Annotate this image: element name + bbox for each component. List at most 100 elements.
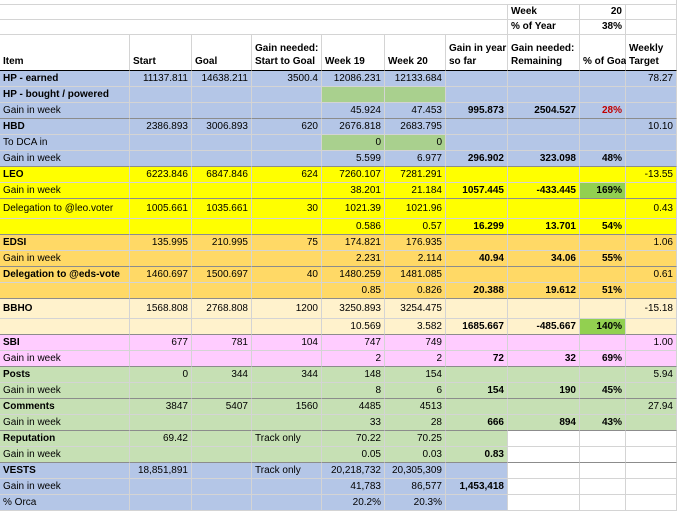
row-20-w20[interactable]: 4513	[385, 399, 446, 415]
row-12-gain-needed[interactable]: 40	[252, 267, 322, 283]
row-4-gain-needed[interactable]	[252, 135, 322, 151]
row-21-goal[interactable]	[192, 415, 252, 431]
row-label-23[interactable]: Gain in week	[0, 447, 130, 463]
row-22-w20[interactable]: 70.25	[385, 431, 446, 447]
row-5-remaining[interactable]: 323.098	[508, 151, 580, 167]
row-5-goal[interactable]	[192, 151, 252, 167]
row-22-remaining[interactable]	[508, 431, 580, 447]
row-23-pct[interactable]	[580, 447, 626, 463]
row-10-w20[interactable]: 176.935	[385, 235, 446, 251]
header-weekly-target[interactable]: Weekly Target	[626, 35, 677, 71]
row-26-gain-needed[interactable]	[252, 495, 322, 511]
row-22-weekly[interactable]	[626, 431, 677, 447]
row-15-w20[interactable]: 3.582	[385, 319, 446, 335]
row-17-gain-year[interactable]: 72	[446, 351, 508, 367]
header-gain-remaining[interactable]: Gain needed: Remaining	[508, 35, 580, 71]
row-11-gain-year[interactable]: 40.94	[446, 251, 508, 267]
row-19-weekly[interactable]	[626, 383, 677, 399]
header-week20[interactable]: Week 20	[385, 35, 446, 71]
row-6-start[interactable]: 6223.846	[130, 167, 192, 183]
row-10-gain-year[interactable]	[446, 235, 508, 251]
row-label-12[interactable]: Delegation to @eds-vote	[0, 267, 130, 283]
row-12-w19[interactable]: 1480.259	[322, 267, 385, 283]
row-26-remaining[interactable]	[508, 495, 580, 511]
row-7-remaining[interactable]: -433.445	[508, 183, 580, 199]
row-10-remaining[interactable]	[508, 235, 580, 251]
row-20-gain-needed[interactable]: 1560	[252, 399, 322, 415]
row-14-goal[interactable]: 2768.808	[192, 299, 252, 319]
row-18-start[interactable]: 0	[130, 367, 192, 383]
row-15-remaining[interactable]: -485.667	[508, 319, 580, 335]
row-label-22[interactable]: Reputation	[0, 431, 130, 447]
row-13-pct[interactable]: 51%	[580, 283, 626, 299]
row-24-goal[interactable]	[192, 463, 252, 479]
row-11-goal[interactable]	[192, 251, 252, 267]
row-2-remaining[interactable]: 2504.527	[508, 103, 580, 119]
row-15-gain-needed[interactable]	[252, 319, 322, 335]
row-1-start[interactable]	[130, 87, 192, 103]
row-17-start[interactable]	[130, 351, 192, 367]
row-25-start[interactable]	[130, 479, 192, 495]
row-7-pct[interactable]: 169%	[580, 183, 626, 199]
row-10-goal[interactable]: 210.995	[192, 235, 252, 251]
row-11-gain-needed[interactable]	[252, 251, 322, 267]
row-16-goal[interactable]: 781	[192, 335, 252, 351]
row-7-gain-needed[interactable]	[252, 183, 322, 199]
row-13-start[interactable]	[130, 283, 192, 299]
row-25-gain-needed[interactable]	[252, 479, 322, 495]
week-label[interactable]: Week	[508, 5, 580, 20]
row-21-w19[interactable]: 33	[322, 415, 385, 431]
header-item[interactable]: Item	[0, 35, 130, 71]
row-14-gain-needed[interactable]: 1200	[252, 299, 322, 319]
row-18-gain-year[interactable]	[446, 367, 508, 383]
row-13-goal[interactable]	[192, 283, 252, 299]
header-start[interactable]: Start	[130, 35, 192, 71]
row-20-pct[interactable]	[580, 399, 626, 415]
row-17-pct[interactable]: 69%	[580, 351, 626, 367]
row-6-gain-year[interactable]	[446, 167, 508, 183]
row-1-pct[interactable]	[580, 87, 626, 103]
row-0-gain-needed[interactable]: 3500.4	[252, 71, 322, 87]
row-17-remaining[interactable]: 32	[508, 351, 580, 367]
row-13-w19[interactable]: 0.85	[322, 283, 385, 299]
row-label-10[interactable]: EDSI	[0, 235, 130, 251]
header-gain-year[interactable]: Gain in year so far	[446, 35, 508, 71]
row-15-start[interactable]	[130, 319, 192, 335]
row-label-17[interactable]: Gain in week	[0, 351, 130, 367]
row-10-w19[interactable]: 174.821	[322, 235, 385, 251]
row-3-weekly[interactable]: 10.10	[626, 119, 677, 135]
row-14-w19[interactable]: 3250.893	[322, 299, 385, 319]
row-7-w20[interactable]: 21.184	[385, 183, 446, 199]
row-3-goal[interactable]: 3006.893	[192, 119, 252, 135]
row-23-w20[interactable]: 0.03	[385, 447, 446, 463]
row-12-pct[interactable]	[580, 267, 626, 283]
row-16-gain-year[interactable]	[446, 335, 508, 351]
row-label-25[interactable]: Gain in week	[0, 479, 130, 495]
row-16-weekly[interactable]: 1.00	[626, 335, 677, 351]
row-1-w20[interactable]	[385, 87, 446, 103]
row-19-pct[interactable]: 45%	[580, 383, 626, 399]
row-24-weekly[interactable]	[626, 463, 677, 479]
row-25-gain-year[interactable]: 1,453,418	[446, 479, 508, 495]
row-label-0[interactable]: HP - earned	[0, 71, 130, 87]
row-0-remaining[interactable]	[508, 71, 580, 87]
week-value[interactable]: 20	[580, 5, 626, 20]
row-20-weekly[interactable]: 27.94	[626, 399, 677, 415]
pct-year-label[interactable]: % of Year	[508, 20, 580, 35]
row-label-4[interactable]: To DCA in	[0, 135, 130, 151]
row-26-start[interactable]	[130, 495, 192, 511]
row-6-goal[interactable]: 6847.846	[192, 167, 252, 183]
row-label-19[interactable]: Gain in week	[0, 383, 130, 399]
row-label-14[interactable]: BBHO	[0, 299, 130, 319]
row-4-start[interactable]	[130, 135, 192, 151]
row-19-gain-needed[interactable]	[252, 383, 322, 399]
row-24-gain-year[interactable]	[446, 463, 508, 479]
row-21-gain-needed[interactable]	[252, 415, 322, 431]
row-21-w20[interactable]: 28	[385, 415, 446, 431]
row-18-goal[interactable]: 344	[192, 367, 252, 383]
row-1-gain-needed[interactable]	[252, 87, 322, 103]
row-24-remaining[interactable]	[508, 463, 580, 479]
row-label-16[interactable]: SBI	[0, 335, 130, 351]
row-24-w20[interactable]: 20,305,309	[385, 463, 446, 479]
row-8-goal[interactable]: 1035.661	[192, 199, 252, 219]
